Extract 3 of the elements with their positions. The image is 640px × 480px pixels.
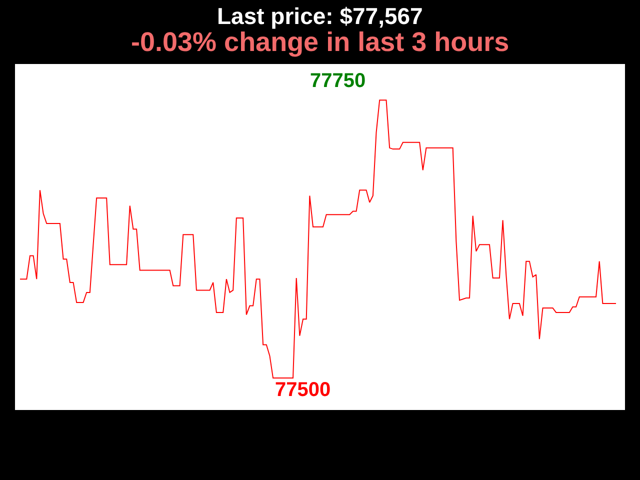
- data-label: 77500: [275, 379, 331, 401]
- data-label: 77750: [310, 70, 366, 92]
- chart-title: Last price: $77,567: [217, 3, 423, 29]
